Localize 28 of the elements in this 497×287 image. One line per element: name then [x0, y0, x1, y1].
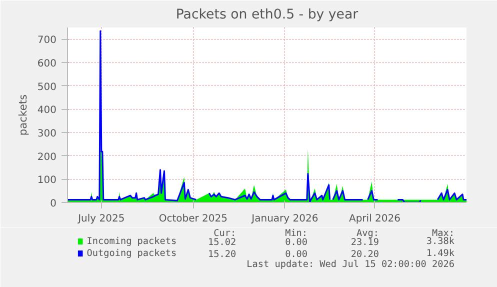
x-tick-label: October 2025	[158, 214, 228, 224]
text: Last update: Wed Jul 15 02:00:00 2026	[246, 259, 455, 270]
x-tick-label: July 2025	[77, 214, 125, 224]
y-tick-label: 0	[50, 198, 57, 210]
y-axis-title: packets	[16, 94, 30, 136]
y-tick-label: 400	[37, 105, 57, 116]
legend-label: Incoming packets	[86, 236, 177, 247]
text: 3.38k	[426, 236, 455, 247]
text: 15.20	[208, 249, 236, 260]
chart-title: Packets on eth0.5 - by year	[176, 8, 359, 22]
text: 0.00	[285, 237, 308, 248]
text: 0.00	[285, 249, 308, 260]
text: 15.02	[208, 237, 236, 248]
text: Min:	[285, 228, 308, 239]
legend-label: Outgoing packets	[86, 248, 177, 259]
y-tick-label: 200	[37, 152, 57, 163]
y-tick-label: 100	[37, 175, 57, 186]
y-tick-label: 600	[37, 58, 57, 70]
y-tick-label: 700	[37, 35, 57, 46]
y-tick-label: 500	[37, 82, 57, 93]
x-tick-label: January 2026	[250, 214, 318, 224]
text: 20.20	[350, 249, 380, 260]
text: Cur:	[214, 228, 236, 239]
text: 1.49k	[426, 248, 455, 259]
text: 23.19	[350, 237, 380, 248]
text: Avg:	[356, 228, 379, 239]
x-tick-label: April 2026	[348, 214, 400, 224]
y-tick-label: 300	[37, 128, 57, 140]
